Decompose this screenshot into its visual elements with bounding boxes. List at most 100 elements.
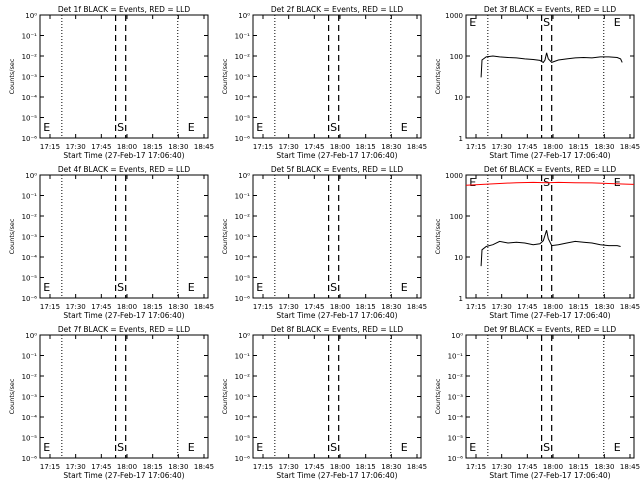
y-tick-label: 10⁻⁵ — [448, 435, 464, 443]
plot-frame — [252, 14, 422, 139]
y-tick-label: 10⁻³ — [22, 394, 38, 402]
marker-s: S — [117, 121, 124, 134]
panel-title: Det 2f BLACK = Events, RED = LLD — [271, 5, 404, 14]
x-tick-label: 17:45 — [91, 303, 111, 311]
y-tick-label: 10⁻⁴ — [235, 94, 251, 102]
events-series-line — [480, 230, 621, 267]
x-tick-label: 17:15 — [466, 463, 486, 471]
y-tick-label: 10⁻¹ — [22, 193, 38, 201]
panel-det-8: Det 8f BLACK = Events, RED = LLD 10⁰ 10⁻¹ 1… — [221, 325, 427, 480]
x-tick-label: 18:00 — [543, 143, 563, 151]
y-tick-label: 10⁻⁶ — [235, 135, 251, 143]
x-tick-label: 18:30 — [381, 463, 401, 471]
x-tick-label: 18:15 — [143, 303, 163, 311]
marker-e: E — [401, 281, 408, 294]
x-tick-label: 18:00 — [117, 463, 137, 471]
x-axis-label: Start Time (27-Feb-17 17:06:40) — [63, 311, 184, 320]
marker-e: E — [43, 441, 50, 454]
y-tick-label: 10⁻² — [235, 53, 251, 61]
plot-frame — [252, 334, 422, 459]
x-tick-label: 18:00 — [117, 303, 137, 311]
marker-e: E — [469, 16, 476, 29]
x-tick-label: 17:30 — [279, 463, 299, 471]
y-tick-label: 1000 — [445, 12, 463, 20]
x-axis-label: Start Time (27-Feb-17 17:06:40) — [489, 311, 610, 320]
y-tick-label: 10 — [454, 94, 463, 102]
panel-title: Det 3f BLACK = Events, RED = LLD — [484, 5, 617, 14]
y-tick-label: 10⁻⁵ — [22, 115, 38, 123]
marker-e: E — [614, 16, 621, 29]
x-tick-label: 17:45 — [517, 463, 537, 471]
y-tick-label: 10⁻² — [235, 373, 251, 381]
panel-det-5: Det 5f BLACK = Events, RED = LLD 10⁰ 10⁻¹ 1… — [221, 165, 427, 320]
x-tick-label: 18:15 — [569, 463, 589, 471]
y-tick-label: 10 — [454, 254, 463, 262]
x-tick-label: 17:30 — [66, 463, 86, 471]
x-axis-label: Start Time (27-Feb-17 17:06:40) — [276, 311, 397, 320]
x-tick-label: 18:45 — [407, 143, 427, 151]
marker-e: E — [256, 121, 263, 134]
y-tick-label: 10⁰ — [25, 172, 37, 180]
x-tick-label: 17:15 — [253, 463, 273, 471]
y-axis-label: Counts/sec — [221, 58, 229, 94]
x-tick-label: 17:15 — [466, 143, 486, 151]
x-tick-label: 18:30 — [594, 143, 614, 151]
x-tick-label: 18:00 — [543, 463, 563, 471]
marker-e: E — [188, 281, 195, 294]
x-tick-label: 18:45 — [620, 303, 640, 311]
x-tick-label: 17:30 — [492, 143, 512, 151]
panel-title: Det 5f BLACK = Events, RED = LLD — [271, 165, 404, 174]
y-axis-label: Counts/sec — [8, 378, 16, 414]
y-tick-label: 10⁻² — [448, 373, 464, 381]
y-tick-label: 10⁻⁴ — [235, 254, 251, 262]
plot-frame — [465, 334, 635, 459]
y-tick-label: 10⁻¹ — [22, 33, 38, 41]
y-tick-label: 10⁰ — [238, 332, 250, 340]
y-tick-label: 10⁰ — [238, 12, 250, 20]
x-tick-label: 17:30 — [279, 143, 299, 151]
x-tick-label: 17:15 — [40, 143, 60, 151]
x-tick-label: 18:00 — [543, 303, 563, 311]
x-tick-label: 18:15 — [143, 143, 163, 151]
marker-s: S — [543, 16, 550, 29]
y-tick-label: 10⁻⁴ — [22, 94, 38, 102]
y-tick-label: 10⁰ — [25, 332, 37, 340]
x-tick-label: 18:45 — [407, 463, 427, 471]
y-tick-label: 10⁰ — [238, 172, 250, 180]
x-tick-label: 17:15 — [253, 303, 273, 311]
x-tick-label: 18:30 — [168, 143, 188, 151]
x-tick-label: 18:45 — [194, 303, 214, 311]
panel-det-3: Det 3f BLACK = Events, RED = LLD 1 10 100 10… — [434, 5, 640, 160]
y-tick-label: 10⁻⁶ — [22, 455, 38, 463]
y-tick-label: 10⁻² — [235, 213, 251, 221]
panel-det-9: Det 9f BLACK = Events, RED = LLD 10⁰ 10⁻¹ 1… — [434, 325, 640, 480]
x-tick-label: 17:15 — [40, 303, 60, 311]
y-tick-label: 100 — [450, 213, 463, 221]
y-tick-label: 10⁻³ — [235, 394, 251, 402]
marker-e: E — [256, 441, 263, 454]
x-tick-label: 18:00 — [330, 463, 350, 471]
x-tick-label: 18:15 — [356, 143, 376, 151]
panel-title: Det 6f BLACK = Events, RED = LLD — [484, 165, 617, 174]
y-tick-label: 10⁻⁵ — [235, 275, 251, 283]
x-tick-label: 18:15 — [569, 143, 589, 151]
y-tick-label: 10⁻² — [22, 213, 38, 221]
y-axis-label: Counts/sec — [221, 218, 229, 254]
y-tick-label: 10⁰ — [451, 332, 463, 340]
x-axis-label: Start Time (27-Feb-17 17:06:40) — [63, 151, 184, 160]
y-tick-label: 10⁻⁶ — [22, 295, 38, 303]
y-tick-label: 10⁻⁶ — [235, 295, 251, 303]
panel-title: Det 1f BLACK = Events, RED = LLD — [58, 5, 191, 14]
y-tick-label: 10⁻¹ — [235, 353, 251, 361]
marker-s: S — [117, 281, 124, 294]
panel-det-4: Det 4f BLACK = Events, RED = LLD 10⁰ 10⁻¹ 1… — [8, 165, 214, 320]
panel-det-2: Det 2f BLACK = Events, RED = LLD 10⁰ 10⁻¹ 1… — [221, 5, 427, 160]
y-tick-label: 10⁻⁶ — [235, 455, 251, 463]
x-tick-label: 18:45 — [620, 143, 640, 151]
x-tick-label: 17:15 — [253, 143, 273, 151]
x-tick-label: 17:45 — [304, 143, 324, 151]
marker-s: S — [330, 441, 337, 454]
y-tick-label: 1000 — [445, 172, 463, 180]
y-tick-label: 10⁻³ — [235, 234, 251, 242]
